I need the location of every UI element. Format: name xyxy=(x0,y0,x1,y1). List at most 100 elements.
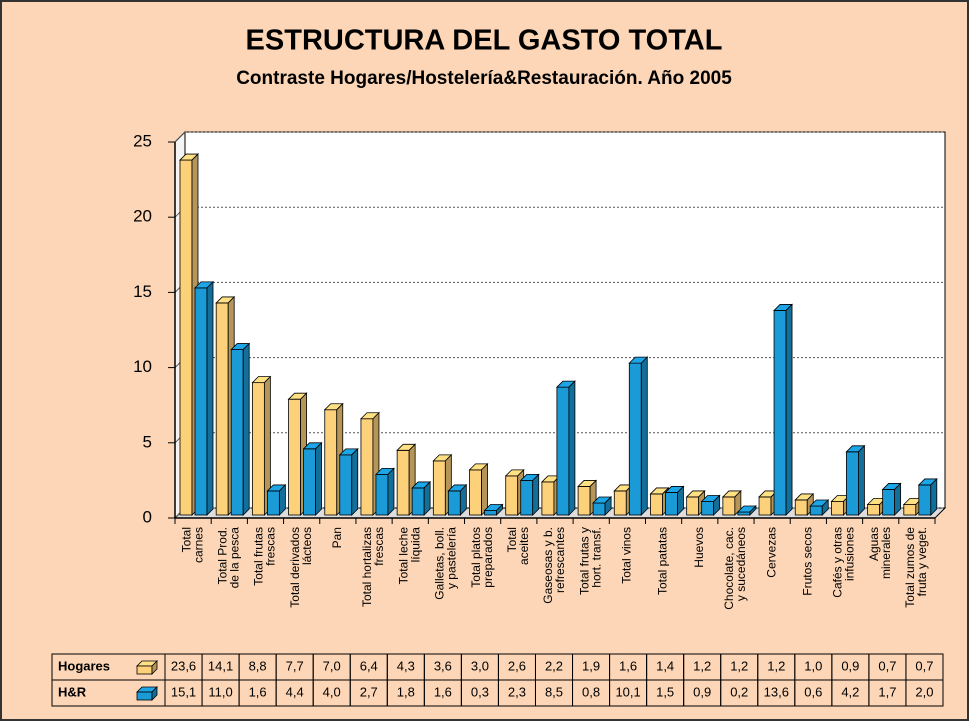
value-label: 1,2 xyxy=(767,658,785,673)
bar-front xyxy=(686,496,700,516)
bar-front xyxy=(520,480,534,516)
value-label: 2,3 xyxy=(508,684,526,699)
value-label: 7,0 xyxy=(323,658,341,673)
bar xyxy=(736,505,757,516)
bar-front xyxy=(469,469,482,516)
legend-icon xyxy=(136,665,153,675)
x-tick-label: lácteos xyxy=(300,527,314,565)
bar-front xyxy=(484,510,497,516)
bar-side xyxy=(894,482,902,516)
value-label: 1,6 xyxy=(249,684,267,699)
y-tick-label: 15 xyxy=(133,282,152,301)
bar-front xyxy=(722,496,736,516)
bar-front xyxy=(592,502,606,516)
bar-front xyxy=(556,386,570,516)
x-tick-label: Total vinos xyxy=(620,527,634,584)
x-tick-label: hort. transf. xyxy=(589,527,603,588)
bar xyxy=(483,503,504,516)
value-label: 4,4 xyxy=(286,684,304,699)
value-label: 8,8 xyxy=(249,658,267,673)
bar-front xyxy=(411,487,425,516)
value-label: 2,6 xyxy=(508,658,526,673)
bar-side xyxy=(568,380,576,516)
bar xyxy=(555,380,576,516)
y-tick-label: 10 xyxy=(133,357,152,376)
bar-side xyxy=(640,356,648,516)
bar xyxy=(302,441,323,516)
bar xyxy=(338,447,359,516)
value-label: 0,7 xyxy=(915,658,933,673)
x-tick-label: carnes xyxy=(191,527,205,563)
value-label: 0,6 xyxy=(804,684,822,699)
bar-front xyxy=(867,504,881,516)
x-tick-label: preparados xyxy=(481,527,495,588)
value-label: 1,4 xyxy=(656,658,674,673)
value-label: 1,0 xyxy=(804,658,822,673)
bar-side xyxy=(677,485,684,516)
bar-front xyxy=(846,451,859,516)
bar-front xyxy=(701,501,715,516)
bar xyxy=(592,496,613,516)
value-label: 1,6 xyxy=(434,684,452,699)
value-label: 0,7 xyxy=(878,658,896,673)
value-label: 1,2 xyxy=(693,658,711,673)
x-tick-label: y sucedáneos xyxy=(734,527,748,601)
bar xyxy=(374,467,395,516)
x-tick-label: Gaseosas y b. xyxy=(541,527,555,604)
bar-front xyxy=(794,499,808,516)
bar-front xyxy=(918,484,932,516)
value-label: 4,2 xyxy=(841,684,859,699)
bar-side xyxy=(858,444,865,516)
x-tick-label: Cafés y otras xyxy=(831,527,845,598)
bar-front xyxy=(194,287,208,516)
value-label: 0,3 xyxy=(471,684,489,699)
bar xyxy=(230,342,251,516)
bar-front xyxy=(215,302,229,516)
bar-front xyxy=(882,489,896,516)
bar-front xyxy=(831,501,844,516)
y-tick-label: 5 xyxy=(143,432,152,451)
bar-front xyxy=(432,460,446,516)
grid-line xyxy=(174,131,186,143)
bar-front xyxy=(758,496,772,516)
x-tick-label: y pastelería xyxy=(445,527,459,589)
bar-side xyxy=(930,477,938,516)
x-tick-label: frescas xyxy=(372,527,386,566)
value-label: 1,9 xyxy=(582,658,600,673)
x-tick-label: Total leche xyxy=(396,527,410,585)
value-label: 14,1 xyxy=(208,658,233,673)
bar-front xyxy=(179,159,193,516)
x-tick-label: Total zumos de xyxy=(903,527,917,608)
y-tick-label: 25 xyxy=(133,131,152,150)
value-label: 1,6 xyxy=(619,658,637,673)
bar-side xyxy=(423,480,431,516)
bar-side xyxy=(387,467,395,516)
bar xyxy=(447,483,468,516)
bar xyxy=(266,483,287,516)
value-label: 8,5 xyxy=(545,684,563,699)
bar-front xyxy=(541,481,555,516)
value-label: 23,6 xyxy=(171,658,196,673)
bar-front xyxy=(360,418,374,516)
value-label: 6,4 xyxy=(360,658,378,673)
legend-icon-side xyxy=(151,686,158,701)
bar-side xyxy=(785,303,793,516)
value-label: 2,0 xyxy=(915,684,933,699)
bar-side xyxy=(821,499,829,516)
legend-icon-side xyxy=(151,660,158,675)
value-label: 0,2 xyxy=(730,684,748,699)
x-tick-label: fruta y veget. xyxy=(915,527,929,596)
chart-title: ESTRUCTURA DEL GASTO TOTAL xyxy=(246,25,723,57)
bar-front xyxy=(266,490,280,516)
bar xyxy=(664,485,685,516)
value-label: 1,8 xyxy=(397,684,415,699)
value-label: 0,9 xyxy=(693,684,711,699)
value-label: 2,7 xyxy=(360,684,378,699)
x-tick-label: de la pesca xyxy=(227,527,241,589)
bar xyxy=(917,477,938,516)
bar-side xyxy=(713,494,721,516)
bar xyxy=(411,480,432,516)
x-tick-label: infusiones xyxy=(843,527,857,581)
bar-side xyxy=(242,342,250,516)
